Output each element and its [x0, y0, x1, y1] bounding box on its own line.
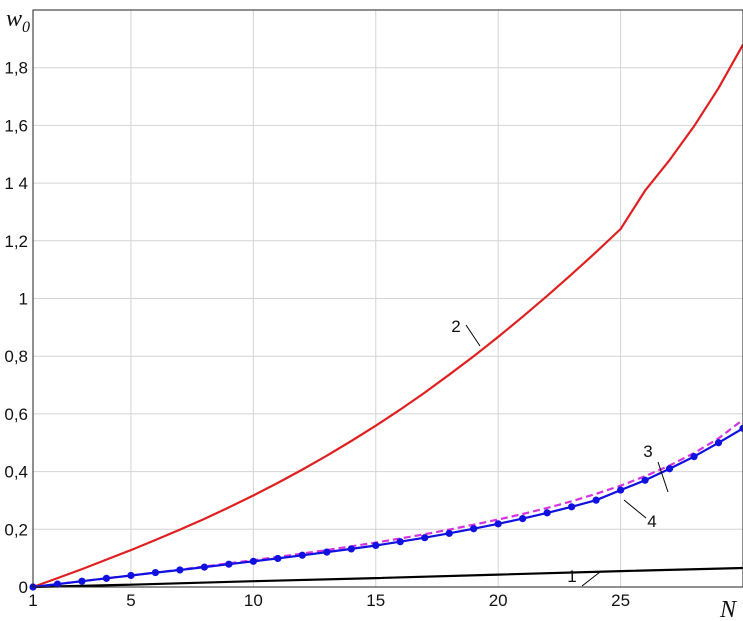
- series-4-point: [470, 525, 478, 533]
- series-4-point: [445, 529, 453, 537]
- y-tick-label: 1,8: [4, 59, 28, 78]
- series-4-point: [298, 551, 306, 559]
- series-4-point: [151, 568, 160, 577]
- series-4-point: [347, 545, 355, 553]
- series-4-point: [494, 520, 502, 528]
- curve-3-leader: [657, 461, 669, 493]
- series-4-point: [53, 580, 62, 588]
- y-tick-label: 0,6: [4, 405, 28, 424]
- curve-2-label: 2: [451, 317, 460, 336]
- series-4-point: [568, 503, 576, 511]
- annotation-layer: 1 2 3 4: [451, 317, 669, 587]
- series-3-line: [32, 418, 743, 589]
- x-axis-label: N: [719, 597, 738, 621]
- series-4-point: [176, 566, 184, 574]
- series-4-point: [78, 577, 86, 585]
- curve-1-label: 1: [567, 567, 576, 586]
- x-tick-label: 5: [126, 591, 135, 610]
- x-tick-label: 15: [366, 591, 385, 610]
- series-2-line: [32, 44, 743, 589]
- y-tick-label: 0,8: [4, 347, 28, 366]
- series-4-point: [274, 554, 282, 563]
- y-tick-label: 0,2: [4, 520, 28, 539]
- series-4-point: [641, 476, 649, 484]
- series-4-point: [543, 509, 551, 517]
- series-4-point: [323, 548, 331, 556]
- y-tick-label: 0: [19, 578, 28, 597]
- series-4-point: [200, 563, 208, 571]
- series-1-line: [32, 566, 743, 589]
- y-tick-label: 1 4: [4, 174, 28, 193]
- series-layer: [29, 44, 743, 591]
- series-4-point: [225, 560, 233, 568]
- series-4-point: [592, 496, 600, 504]
- x-tick-label: 25: [611, 591, 630, 610]
- y-tick-label: 1,6: [4, 116, 28, 135]
- x-tick-label: 1: [28, 591, 37, 610]
- curve-3-label: 3: [643, 442, 652, 461]
- series-4-point: [372, 541, 380, 550]
- plot-frame: [32, 9, 743, 588]
- y-tick-label: 0,4: [4, 463, 28, 482]
- series-4-point: [616, 486, 625, 494]
- y-tick-label: 1: [19, 290, 28, 309]
- curve-4-label: 4: [647, 512, 656, 531]
- series-4-point: [127, 571, 135, 580]
- curve-1-leader: [581, 571, 601, 587]
- series-4-point: [665, 465, 674, 473]
- y-axis-label: w0: [6, 6, 30, 36]
- series-4-point: [519, 515, 527, 523]
- series-4-point: [714, 439, 723, 447]
- series-4-point: [421, 534, 429, 542]
- x-tick-label: 10: [244, 591, 263, 610]
- y-tick-label: 1,2: [4, 232, 28, 251]
- series-4-point: [249, 557, 257, 565]
- series-4-point: [690, 452, 698, 461]
- series-4-line: [32, 427, 743, 589]
- series-4-point: [396, 538, 404, 546]
- series-4-point: [102, 574, 111, 582]
- x-tick-label: 20: [489, 591, 508, 610]
- curve-2-leader: [465, 324, 481, 347]
- series-4-point: [739, 424, 743, 432]
- grid: [32, 10, 743, 588]
- curve-4-leader: [623, 499, 647, 519]
